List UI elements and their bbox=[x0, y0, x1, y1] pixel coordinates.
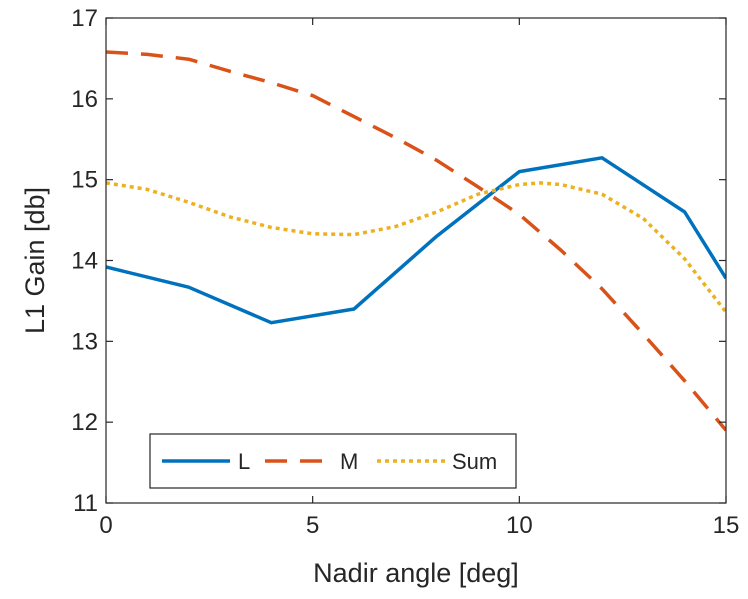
series-line-m bbox=[106, 50, 726, 432]
y-tick-label-12: 12 bbox=[71, 409, 98, 436]
legend-label-m: M bbox=[340, 449, 358, 474]
y-tick-label-17: 17 bbox=[71, 5, 98, 32]
x-tick-label-15: 15 bbox=[713, 512, 740, 539]
series-line-sum bbox=[106, 181, 726, 314]
y-tick-label-15: 15 bbox=[71, 167, 98, 194]
legend-label-l: L bbox=[238, 449, 250, 474]
ticks-layer: 0 5 10 15 11 12 13 14 15 16 17 bbox=[71, 5, 739, 539]
y-tick-label-11: 11 bbox=[73, 490, 98, 517]
series-line-l bbox=[106, 156, 726, 325]
y-tick-label-16: 16 bbox=[71, 86, 98, 113]
plot-area-frame bbox=[105, 17, 727, 504]
y-tick-label-14: 14 bbox=[71, 248, 98, 275]
x-tick-label-10: 10 bbox=[506, 512, 533, 539]
y-tick-label-13: 13 bbox=[71, 328, 98, 355]
x-axis-label: Nadir angle [deg] bbox=[313, 558, 519, 588]
y-axis-label: L1 Gain [db] bbox=[20, 187, 50, 334]
x-tick-label-5: 5 bbox=[306, 512, 319, 539]
x-tick-label-0: 0 bbox=[99, 512, 112, 539]
legend-label-sum: Sum bbox=[452, 449, 497, 474]
legend: L M Sum bbox=[149, 433, 517, 489]
series-layer bbox=[106, 50, 726, 432]
